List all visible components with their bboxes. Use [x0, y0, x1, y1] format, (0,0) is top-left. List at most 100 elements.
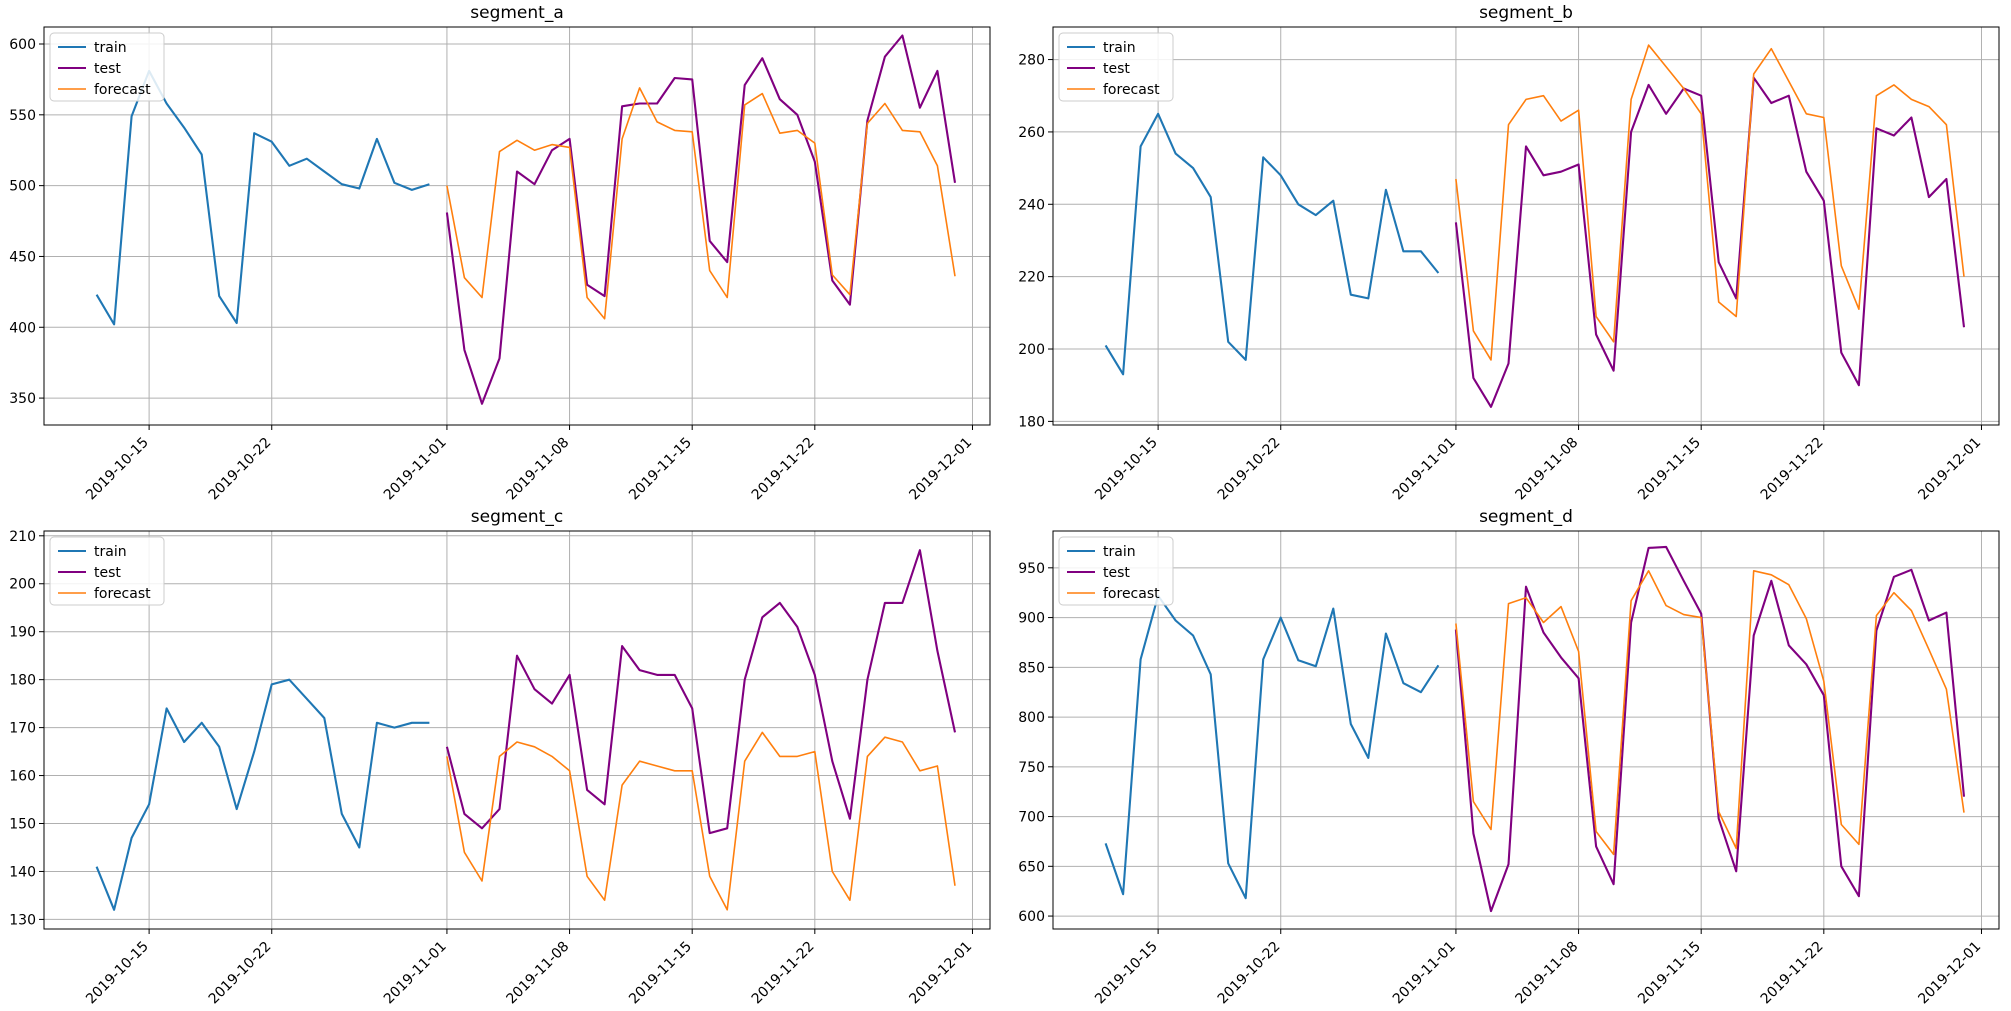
- chart-title: segment_c: [471, 507, 563, 527]
- legend-label-test: test: [94, 61, 121, 77]
- series-line-forecast: [1455, 569, 1965, 856]
- y-tick-label: 200: [9, 577, 36, 593]
- series-line-forecast: [446, 731, 956, 911]
- x-tick-label: 2019-12-01: [1915, 939, 1984, 1008]
- series-line-test: [445, 34, 957, 405]
- chart-segment_d: 600 650 700 750 800 850 900 950 2019-10-15 2019-1…: [1018, 507, 2000, 1008]
- y-tick-label: 200: [1018, 342, 1045, 358]
- y-tick-label: 220: [1018, 270, 1045, 286]
- plot-frame: [1052, 26, 2000, 426]
- legend-label-train: train: [1103, 544, 1136, 560]
- x-tick-label: 2019-11-15: [626, 435, 695, 504]
- y-tick-label: 210: [9, 529, 36, 545]
- plot-frame: [43, 26, 991, 426]
- y-tick-label: 700: [1018, 810, 1045, 826]
- legend-label-forecast: forecast: [1103, 586, 1160, 602]
- x-tick-label: 2019-11-08: [1513, 939, 1582, 1008]
- legend-label-train: train: [94, 40, 127, 56]
- y-tick-label: 550: [9, 108, 36, 124]
- legend-label-test: test: [1103, 61, 1130, 77]
- chart-title: segment_a: [470, 3, 563, 23]
- series-line-test: [445, 549, 957, 835]
- x-tick-label: 2019-11-15: [1635, 435, 1704, 504]
- y-tick-label: 180: [1018, 414, 1045, 430]
- chart-title: segment_d: [1479, 507, 1573, 527]
- x-tick-label: 2019-11-22: [749, 939, 818, 1008]
- chart-segment_c: 130 140 150 160 170 180 190 200 210 2019-10-15 201…: [9, 507, 991, 1008]
- series-line-train: [1104, 112, 1440, 376]
- legend: train test forecast: [49, 32, 165, 102]
- legend-box: [1058, 536, 1174, 606]
- y-tick-label: 450: [9, 249, 36, 265]
- legend-box: [49, 536, 165, 606]
- y-tick-label: 850: [1018, 660, 1045, 676]
- x-tick-label: 2019-11-01: [1390, 939, 1459, 1008]
- plot-frame: [1052, 530, 2000, 930]
- x-tick-label: 2019-12-01: [1915, 435, 1984, 504]
- y-tick-label: 190: [9, 625, 36, 641]
- legend-label-test: test: [94, 565, 121, 581]
- y-tick-label: 280: [1018, 53, 1045, 69]
- x-tick-label: 2019-10-22: [1215, 939, 1284, 1008]
- y-tick-label: 900: [1018, 611, 1045, 627]
- y-tick-label: 400: [9, 320, 36, 336]
- x-tick-label: 2019-12-01: [906, 939, 975, 1008]
- y-tick-label: 260: [1018, 125, 1045, 141]
- x-tick-label: 2019-11-01: [1390, 435, 1459, 504]
- x-tick-label: 2019-11-15: [1635, 939, 1704, 1008]
- series-line-test: [1454, 76, 1966, 408]
- legend-box: [1058, 32, 1174, 102]
- chart-segment_b: 180 200 220 240 260 280 2019-10-15 2019-10-22 20…: [1018, 3, 2000, 504]
- x-tick-label: 2019-11-22: [1758, 939, 1827, 1008]
- plot-frame: [43, 530, 991, 930]
- y-tick-label: 150: [9, 817, 36, 833]
- legend-label-forecast: forecast: [1103, 82, 1160, 98]
- x-tick-label: 2019-11-22: [749, 435, 818, 504]
- x-tick-label: 2019-10-22: [206, 435, 275, 504]
- legend: train test forecast: [1058, 536, 1174, 606]
- y-tick-label: 600: [1018, 909, 1045, 925]
- x-tick-label: 2019-12-01: [906, 435, 975, 504]
- legend-box: [49, 32, 165, 102]
- series-line-train: [95, 678, 430, 911]
- x-tick-label: 2019-11-08: [504, 435, 573, 504]
- series-line-forecast: [446, 87, 956, 320]
- x-tick-label: 2019-11-08: [504, 939, 573, 1008]
- y-tick-label: 500: [9, 179, 36, 195]
- legend: train test forecast: [1058, 32, 1174, 102]
- y-tick-label: 800: [1018, 710, 1045, 726]
- legend-label-train: train: [94, 544, 127, 560]
- y-tick-label: 130: [9, 912, 36, 928]
- y-tick-label: 750: [1018, 760, 1045, 776]
- series-line-train: [1104, 594, 1440, 900]
- y-tick-label: 240: [1018, 197, 1045, 213]
- x-tick-label: 2019-10-15: [1092, 939, 1161, 1008]
- y-tick-label: 950: [1018, 561, 1045, 577]
- legend-label-test: test: [1103, 565, 1130, 581]
- x-tick-label: 2019-11-15: [626, 939, 695, 1008]
- series-line-train: [95, 69, 430, 326]
- legend: train test forecast: [49, 536, 165, 606]
- x-tick-label: 2019-11-22: [1758, 435, 1827, 504]
- chart-segment_a: 350 400 450 500 550 600 2019-10-15 2019-10-22 20…: [9, 3, 991, 504]
- x-tick-label: 2019-10-15: [83, 435, 152, 504]
- y-tick-label: 600: [9, 37, 36, 53]
- legend-label-train: train: [1103, 40, 1136, 56]
- y-tick-label: 140: [9, 864, 36, 880]
- y-tick-label: 170: [9, 721, 36, 737]
- x-tick-label: 2019-10-15: [1092, 435, 1161, 504]
- x-tick-label: 2019-11-01: [381, 435, 450, 504]
- series-line-forecast: [1455, 44, 1965, 361]
- y-tick-label: 350: [9, 391, 36, 407]
- x-tick-label: 2019-10-15: [83, 939, 152, 1008]
- y-tick-label: 650: [1018, 859, 1045, 875]
- chart-title: segment_b: [1479, 3, 1573, 23]
- x-tick-label: 2019-11-08: [1513, 435, 1582, 504]
- y-tick-label: 180: [9, 673, 36, 689]
- y-tick-label: 160: [9, 769, 36, 785]
- x-tick-label: 2019-11-01: [381, 939, 450, 1008]
- x-tick-label: 2019-10-22: [206, 939, 275, 1008]
- x-tick-label: 2019-10-22: [1215, 435, 1284, 504]
- legend-label-forecast: forecast: [94, 82, 151, 98]
